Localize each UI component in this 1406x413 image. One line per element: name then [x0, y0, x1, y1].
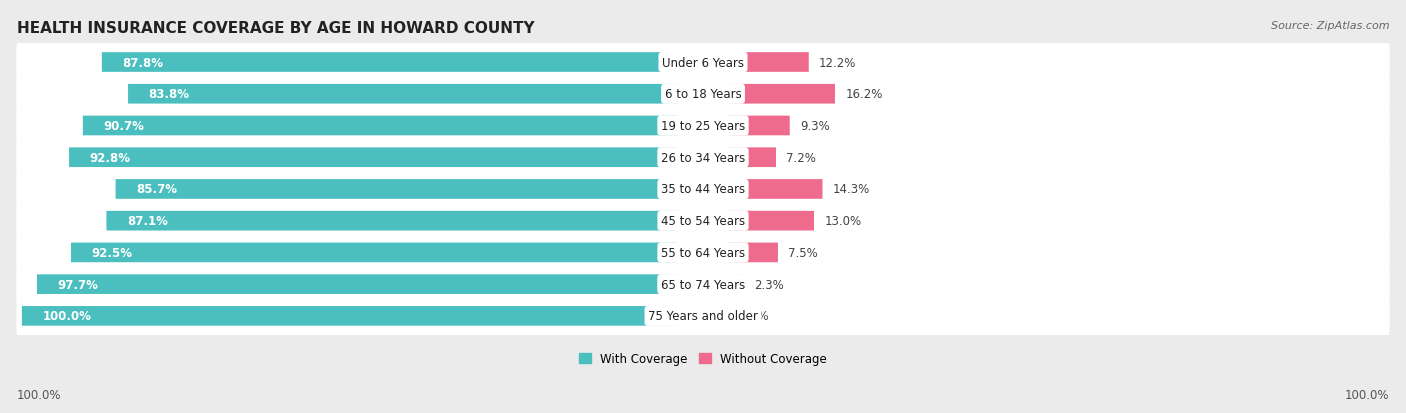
Text: 92.8%: 92.8%: [90, 151, 131, 164]
FancyBboxPatch shape: [17, 201, 1389, 242]
FancyBboxPatch shape: [17, 137, 1389, 178]
Text: 9.3%: 9.3%: [800, 120, 830, 133]
Text: 87.1%: 87.1%: [127, 215, 167, 228]
FancyBboxPatch shape: [17, 74, 1389, 115]
Text: 90.7%: 90.7%: [104, 120, 145, 133]
Text: 85.7%: 85.7%: [136, 183, 177, 196]
FancyBboxPatch shape: [728, 243, 778, 263]
Text: 0.0%: 0.0%: [740, 310, 769, 323]
Text: Under 6 Years: Under 6 Years: [662, 57, 744, 69]
Text: 7.2%: 7.2%: [786, 151, 815, 164]
FancyBboxPatch shape: [115, 180, 678, 199]
FancyBboxPatch shape: [728, 53, 808, 73]
FancyBboxPatch shape: [83, 116, 678, 136]
FancyBboxPatch shape: [17, 264, 1389, 305]
FancyBboxPatch shape: [17, 169, 1389, 210]
Text: Source: ZipAtlas.com: Source: ZipAtlas.com: [1271, 21, 1389, 31]
FancyBboxPatch shape: [17, 42, 1389, 83]
Text: 19 to 25 Years: 19 to 25 Years: [661, 120, 745, 133]
Text: 13.0%: 13.0%: [824, 215, 862, 228]
Text: 92.5%: 92.5%: [91, 246, 132, 259]
Text: 2.3%: 2.3%: [754, 278, 785, 291]
Text: 97.7%: 97.7%: [58, 278, 98, 291]
FancyBboxPatch shape: [728, 148, 776, 168]
Text: 100.0%: 100.0%: [1344, 388, 1389, 401]
FancyBboxPatch shape: [69, 148, 678, 168]
Text: 100.0%: 100.0%: [42, 310, 91, 323]
FancyBboxPatch shape: [728, 211, 814, 231]
Text: 35 to 44 Years: 35 to 44 Years: [661, 183, 745, 196]
Text: 14.3%: 14.3%: [832, 183, 870, 196]
FancyBboxPatch shape: [101, 53, 678, 73]
Legend: With Coverage, Without Coverage: With Coverage, Without Coverage: [574, 348, 832, 370]
FancyBboxPatch shape: [728, 180, 823, 199]
Text: 83.8%: 83.8%: [149, 88, 190, 101]
Text: 16.2%: 16.2%: [845, 88, 883, 101]
Text: 45 to 54 Years: 45 to 54 Years: [661, 215, 745, 228]
Text: 12.2%: 12.2%: [820, 57, 856, 69]
Text: 55 to 64 Years: 55 to 64 Years: [661, 246, 745, 259]
FancyBboxPatch shape: [17, 232, 1389, 273]
FancyBboxPatch shape: [728, 116, 790, 136]
FancyBboxPatch shape: [107, 211, 678, 231]
Text: HEALTH INSURANCE COVERAGE BY AGE IN HOWARD COUNTY: HEALTH INSURANCE COVERAGE BY AGE IN HOWA…: [17, 21, 534, 36]
Text: 6 to 18 Years: 6 to 18 Years: [665, 88, 741, 101]
FancyBboxPatch shape: [72, 243, 678, 263]
FancyBboxPatch shape: [17, 296, 1389, 337]
FancyBboxPatch shape: [728, 275, 744, 294]
Text: 65 to 74 Years: 65 to 74 Years: [661, 278, 745, 291]
FancyBboxPatch shape: [22, 306, 678, 326]
Text: 7.5%: 7.5%: [789, 246, 818, 259]
Text: 87.8%: 87.8%: [122, 57, 163, 69]
FancyBboxPatch shape: [128, 85, 678, 104]
Text: 26 to 34 Years: 26 to 34 Years: [661, 151, 745, 164]
FancyBboxPatch shape: [37, 275, 678, 294]
FancyBboxPatch shape: [728, 85, 835, 104]
Text: 100.0%: 100.0%: [17, 388, 62, 401]
FancyBboxPatch shape: [17, 106, 1389, 147]
Text: 75 Years and older: 75 Years and older: [648, 310, 758, 323]
